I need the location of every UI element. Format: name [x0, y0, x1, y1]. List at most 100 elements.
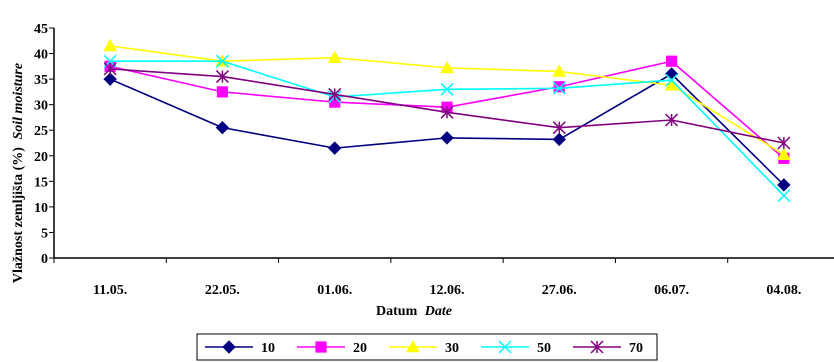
x-marker — [215, 54, 229, 68]
triangle-marker — [440, 60, 454, 74]
diamond-marker — [103, 72, 117, 86]
data-point — [665, 73, 679, 87]
triangle-marker — [327, 50, 342, 63]
x-ticks: 11.05. 22.05. 01.06. 12.06. 27.06. 06.07. 04.0… — [53, 258, 801, 298]
x-tick-label: 04.08. — [766, 283, 801, 298]
data-point — [777, 189, 791, 203]
diamond-marker — [328, 141, 342, 155]
legend-label: 10 — [261, 341, 275, 356]
x-marker — [498, 340, 512, 354]
triangle-marker — [777, 147, 791, 161]
x-tick-label: 12.06. — [430, 283, 465, 298]
x-axis-title: Datum Date — [376, 304, 452, 319]
y-axis-title: Vlažnost zemljišta (%) Soil moisture — [11, 63, 26, 283]
legend: 10 20 30 50 70 — [196, 333, 658, 361]
x-tick-label: 27.06. — [542, 283, 577, 298]
data-point — [553, 81, 565, 93]
diamond-marker — [440, 131, 454, 145]
x-tick-label: 11.05. — [93, 283, 127, 298]
data-point — [777, 136, 791, 150]
data-point — [328, 141, 342, 155]
x-marker — [665, 73, 679, 87]
diamond-marker — [215, 120, 230, 135]
x-axis-title-main: Datum — [376, 304, 418, 319]
data-point — [665, 113, 679, 127]
triangle-marker — [664, 78, 679, 91]
data-point — [552, 81, 566, 95]
data-point — [328, 87, 342, 101]
data-point — [664, 78, 679, 91]
data-point — [216, 86, 229, 98]
y-tick-label: 40 — [34, 48, 48, 63]
data-point — [215, 54, 229, 68]
legend-item-10: 10 — [205, 340, 275, 356]
legend-item-70: 70 — [573, 340, 643, 356]
x-marker — [777, 189, 791, 203]
y-axis-title-main: Vlažnost zemljišta (%) — [11, 147, 26, 283]
legend-item-30: 30 — [389, 339, 459, 356]
square-marker — [553, 81, 565, 93]
square-marker — [315, 341, 327, 353]
star-marker — [440, 105, 454, 119]
legend-label: 30 — [445, 341, 459, 356]
data-point — [552, 121, 566, 135]
square-marker — [665, 55, 678, 67]
x-tick-label: 22.05. — [205, 283, 240, 298]
series-70 — [103, 62, 791, 150]
data-point — [440, 60, 454, 74]
triangle-marker — [552, 64, 567, 77]
triangle-marker — [406, 339, 420, 353]
series-layer — [103, 38, 791, 203]
legend-item-20: 20 — [297, 341, 367, 356]
star-marker — [103, 62, 117, 76]
diamond-marker — [552, 132, 566, 147]
square-marker — [216, 86, 229, 98]
data-point — [103, 38, 117, 52]
y-tick-label: 30 — [34, 99, 48, 114]
diamond-marker — [222, 340, 236, 354]
y-tick-label: 25 — [34, 124, 48, 139]
star-marker — [328, 87, 342, 101]
legend-item-50: 50 — [481, 340, 551, 356]
y-tick-label: 5 — [41, 226, 48, 241]
x-tick-label: 06.07. — [654, 283, 689, 298]
series-10 — [103, 67, 791, 192]
legend-label: 70 — [629, 341, 643, 356]
y-axis-title-italic: Soil moisture — [11, 63, 26, 140]
x-tick-label: 01.06. — [317, 283, 352, 298]
data-point — [215, 70, 229, 84]
series-50 — [103, 54, 791, 203]
data-point — [440, 82, 454, 96]
y-tick-label: 0 — [41, 252, 48, 267]
plot-area — [53, 28, 834, 259]
data-point — [777, 147, 791, 161]
star-marker — [215, 70, 229, 84]
y-tick-label: 20 — [34, 150, 48, 165]
data-point — [552, 64, 567, 77]
data-point — [103, 62, 117, 76]
series-line — [110, 60, 785, 197]
data-point — [327, 50, 342, 63]
star-marker — [665, 113, 679, 127]
triangle-marker — [103, 38, 117, 52]
data-point — [552, 132, 566, 147]
star-marker — [777, 136, 791, 150]
x-axis-title-italic: Date — [424, 304, 452, 319]
legend-label: 50 — [537, 341, 551, 356]
legend-label: 20 — [353, 341, 367, 356]
y-tick-label: 35 — [34, 73, 48, 88]
x-marker — [440, 82, 454, 96]
legend-items: 10 20 30 50 70 — [205, 339, 643, 356]
data-point — [440, 131, 454, 145]
y-ticks: 0 5 10 15 20 25 30 35 40 45 — [34, 22, 54, 267]
x-marker — [552, 81, 566, 95]
data-point — [215, 120, 230, 135]
star-marker — [590, 340, 604, 354]
y-tick-label: 15 — [34, 175, 48, 190]
data-point — [665, 55, 678, 67]
data-point — [440, 105, 454, 119]
y-tick-label: 45 — [34, 22, 48, 37]
star-marker — [552, 121, 566, 135]
y-tick-label: 10 — [34, 201, 48, 216]
